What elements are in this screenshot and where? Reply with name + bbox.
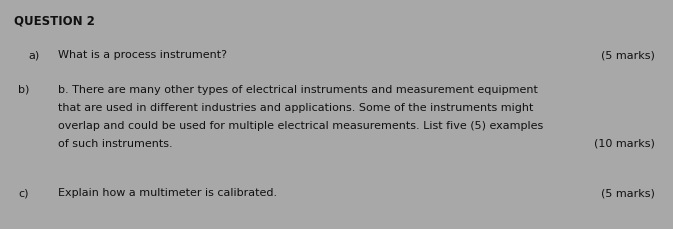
- Text: (5 marks): (5 marks): [601, 50, 655, 60]
- Text: What is a process instrument?: What is a process instrument?: [58, 50, 227, 60]
- Text: QUESTION 2: QUESTION 2: [14, 14, 95, 27]
- Text: b. There are many other types of electrical instruments and measurement equipmen: b. There are many other types of electri…: [58, 85, 538, 95]
- Text: a): a): [28, 50, 39, 60]
- Text: that are used in different industries and applications. Some of the instruments : that are used in different industries an…: [58, 103, 534, 113]
- Text: (10 marks): (10 marks): [594, 139, 655, 149]
- Text: overlap and could be used for multiple electrical measurements. List five (5) ex: overlap and could be used for multiple e…: [58, 121, 543, 131]
- Text: c): c): [18, 188, 28, 198]
- Text: (5 marks): (5 marks): [601, 188, 655, 198]
- Text: b): b): [18, 85, 30, 95]
- Text: Explain how a multimeter is calibrated.: Explain how a multimeter is calibrated.: [58, 188, 277, 198]
- Text: of such instruments.: of such instruments.: [58, 139, 173, 149]
